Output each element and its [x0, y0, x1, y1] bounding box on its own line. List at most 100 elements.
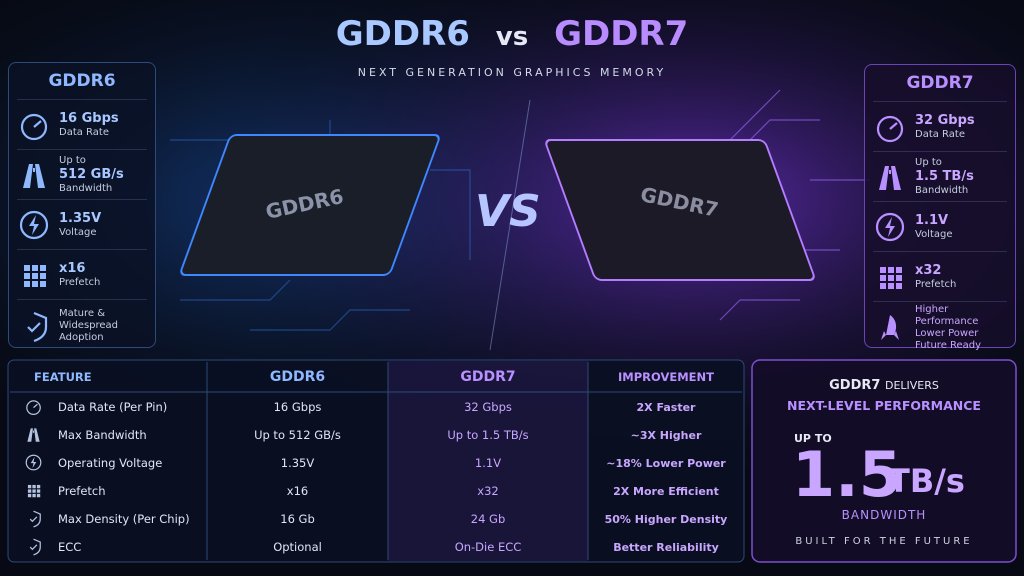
panel-item: x16 Prefetch [17, 249, 147, 299]
callout-brand: GDDR7 [829, 378, 881, 393]
table-cell: ~18% Lower Power [606, 456, 726, 470]
item-prefix: Up to [915, 156, 942, 168]
icon [24, 264, 46, 287]
table-cell: On-Die ECC [454, 540, 522, 554]
table-cell: 16 Gb [280, 512, 315, 526]
table-cell: Max Bandwidth [58, 428, 147, 442]
item-text: Mature & Widespread Adoption [59, 308, 118, 344]
table-header: GDDR7 [460, 369, 516, 385]
icon [879, 165, 901, 190]
item-value: x32 [915, 262, 942, 278]
item-label: Bandwidth [59, 182, 113, 194]
icon [881, 314, 899, 340]
table-cell: x32 [477, 484, 499, 498]
item-text: Up to 1.5 TB/s Bandwidth [915, 157, 974, 197]
panel-item: Up to 512 GB/s Bandwidth [17, 149, 147, 199]
panel-item: 1.35V Voltage [17, 199, 147, 249]
item-text: 1.1V Voltage [915, 213, 953, 241]
icon [875, 212, 905, 241]
right-panel: GDDR7 32 Gbps Data Rate Up to 1.5 TB/s Bandw… [864, 64, 1016, 351]
callout-frame [751, 359, 1017, 563]
table-cell: Operating Voltage [58, 456, 163, 470]
title: GDDR6 vs GDDR7 [0, 14, 1024, 54]
icon [27, 311, 48, 342]
row-icon [27, 428, 40, 442]
item-label: Data Rate [59, 126, 109, 138]
row-icon [29, 538, 41, 556]
icon [880, 266, 902, 289]
row-icon [29, 510, 41, 528]
row-icon [26, 400, 41, 415]
item-text: Up to 512 GB/s Bandwidth [59, 155, 124, 195]
panel-item: Mature & Widespread Adoption [17, 299, 147, 351]
item-line: Higher Performance [915, 303, 979, 327]
item-value: 1.5 TB/s [915, 168, 974, 184]
item-value: 1.35V [59, 210, 102, 226]
item-prefix: Up to [59, 154, 86, 166]
table-cell: 24 Gb [470, 512, 506, 526]
item-text: Higher Performance Lower Power Future Read… [915, 304, 1007, 352]
item-label: Prefetch [915, 278, 957, 290]
item-label: Bandwidth [915, 184, 969, 196]
callout-prefix: UP TO [794, 432, 832, 445]
item-line: Lower Power [915, 327, 979, 339]
table-cell: Prefetch [58, 484, 106, 498]
table-header: IMPROVEMENT [618, 370, 714, 384]
row-icon [25, 454, 42, 471]
callout-footer: BUILT FOR THE FUTURE [795, 536, 973, 547]
left-panel: GDDR6 16 Gbps Data Rate Up to 512 GB/s Bandw… [8, 62, 156, 348]
callout-number: 1.5 [792, 438, 902, 511]
row-icon [27, 484, 41, 498]
table-cell: Better Reliability [613, 540, 719, 554]
table-cell: 32 Gbps [464, 400, 512, 414]
panel-item: Up to 1.5 TB/s Bandwidth [873, 151, 1007, 201]
item-value: 32 Gbps [915, 112, 975, 128]
item-value: x16 [59, 260, 86, 276]
chip-vs: VS [475, 186, 541, 237]
callout-delivers: DELIVERS [884, 379, 939, 392]
callout-unit: TB/s [888, 462, 965, 500]
panel-item: 1.1V Voltage [873, 201, 1007, 251]
table-cell: 1.35V [280, 456, 315, 470]
table-cell: ECC [58, 540, 82, 554]
title-right: GDDR7 [554, 14, 689, 54]
icon [19, 210, 49, 239]
callout-headline: NEXT-LEVEL PERFORMANCE [787, 398, 981, 413]
item-value: 512 GB/s [59, 166, 124, 182]
table-cell: Optional [273, 540, 322, 554]
table-cell: 50% Higher Density [604, 512, 728, 526]
subtitle: NEXT GENERATION GRAPHICS MEMORY [357, 66, 667, 79]
item-value: 1.1V [915, 212, 949, 228]
table-cell: ~3X Higher [630, 428, 702, 442]
panel-item: x32 Prefetch [873, 251, 1007, 301]
icon [876, 115, 904, 142]
panel-item: 16 Gbps Data Rate [17, 99, 147, 149]
item-line: Future Ready [915, 339, 982, 351]
panel-title: GDDR7 [906, 73, 974, 93]
item-text: x16 Prefetch [59, 261, 100, 289]
item-text: 16 Gbps Data Rate [59, 111, 119, 139]
item-line: Widespread [59, 319, 119, 331]
icon [20, 113, 48, 140]
table-header: FEATURE [34, 370, 92, 384]
table-cell: 2X Faster [636, 400, 696, 414]
item-label: Voltage [59, 226, 97, 238]
item-text: x32 Prefetch [915, 263, 956, 291]
item-label: Voltage [915, 228, 953, 240]
callout-label: BANDWIDTH [841, 508, 927, 522]
title-vs: vs [495, 22, 529, 52]
item-text: 32 Gbps Data Rate [915, 113, 975, 141]
table-cell: 1.1V [474, 456, 502, 470]
icon [23, 163, 45, 188]
panel-item: Higher Performance Lower Power Future Read… [873, 301, 1007, 353]
item-line: Adoption [59, 331, 104, 343]
panel-item: 32 Gbps Data Rate [873, 101, 1007, 151]
title-left: GDDR6 [335, 14, 470, 54]
table-cell: 2X More Efficient [613, 484, 719, 498]
item-label: Data Rate [915, 128, 965, 140]
item-value: 16 Gbps [59, 110, 119, 126]
panel-title: GDDR6 [48, 71, 116, 91]
callout-intro: GDDR7 DELIVERS [752, 378, 1016, 393]
table-cell: x16 [286, 484, 309, 498]
